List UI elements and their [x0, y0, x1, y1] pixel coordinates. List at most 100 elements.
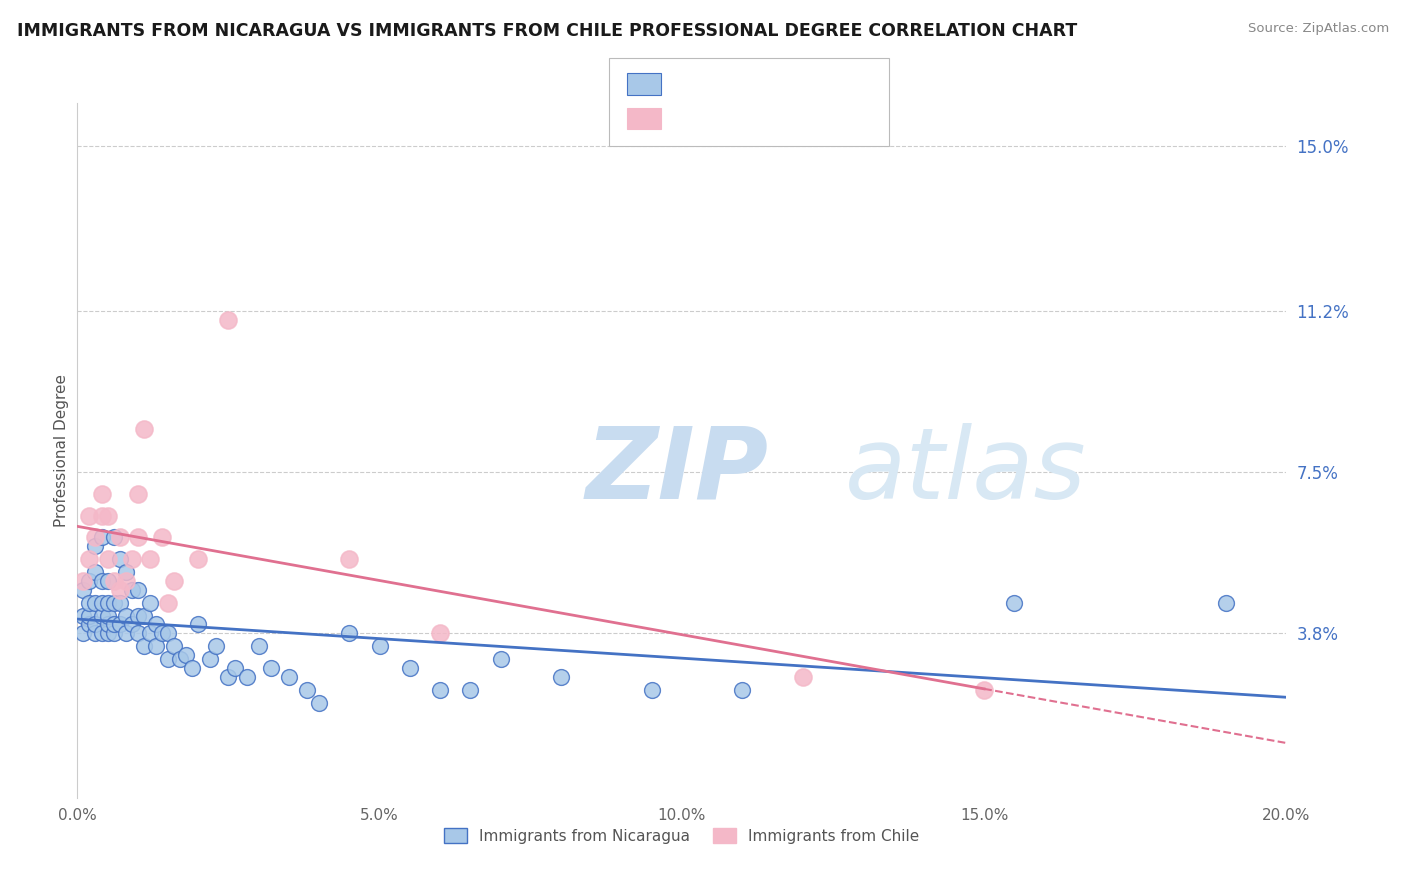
- Point: [114, 566, 136, 580]
- Point: [96, 508, 118, 523]
- Point: [96, 552, 118, 566]
- Point: [72, 574, 94, 588]
- Point: [79, 617, 101, 632]
- Point: [84, 617, 107, 632]
- Point: [72, 626, 94, 640]
- Point: [72, 582, 94, 597]
- Point: [114, 574, 136, 588]
- Point: [90, 487, 112, 501]
- Point: [1215, 596, 1237, 610]
- Point: [731, 682, 754, 697]
- Point: [139, 552, 162, 566]
- Point: [79, 574, 101, 588]
- Point: [96, 608, 118, 623]
- Point: [103, 596, 125, 610]
- Point: [157, 626, 180, 640]
- Point: [127, 582, 149, 597]
- Point: [79, 508, 101, 523]
- Point: [139, 626, 162, 640]
- Point: [145, 639, 167, 653]
- Point: [90, 574, 112, 588]
- Point: [121, 617, 143, 632]
- Point: [181, 661, 204, 675]
- Point: [79, 608, 101, 623]
- Point: [157, 596, 180, 610]
- Point: [127, 530, 149, 544]
- Point: [114, 608, 136, 623]
- Point: [127, 608, 149, 623]
- Text: atlas: atlas: [845, 423, 1087, 520]
- Point: [96, 626, 118, 640]
- Point: [103, 530, 125, 544]
- Point: [84, 566, 107, 580]
- Point: [205, 639, 228, 653]
- Point: [132, 422, 155, 436]
- Point: [157, 652, 180, 666]
- Point: [368, 639, 391, 653]
- Point: [399, 661, 422, 675]
- Point: [79, 552, 101, 566]
- Point: [641, 682, 664, 697]
- Point: [150, 626, 173, 640]
- Text: ZIP: ZIP: [585, 423, 768, 520]
- Point: [308, 696, 330, 710]
- Point: [174, 648, 197, 662]
- Point: [96, 574, 118, 588]
- Point: [90, 530, 112, 544]
- Point: [90, 608, 112, 623]
- Point: [218, 313, 240, 327]
- Point: [429, 626, 451, 640]
- Point: [90, 626, 112, 640]
- Text: R = -0.306    N = 72: R = -0.306 N = 72: [673, 75, 842, 93]
- Point: [127, 626, 149, 640]
- Point: [224, 661, 246, 675]
- Point: [187, 617, 209, 632]
- Point: [163, 574, 186, 588]
- Point: [295, 682, 318, 697]
- Point: [132, 608, 155, 623]
- Point: [792, 669, 814, 684]
- Point: [337, 552, 360, 566]
- Text: Source: ZipAtlas.com: Source: ZipAtlas.com: [1249, 22, 1389, 36]
- Point: [108, 582, 131, 597]
- Point: [121, 552, 143, 566]
- Point: [139, 596, 162, 610]
- Point: [90, 508, 112, 523]
- Point: [108, 596, 131, 610]
- Point: [169, 652, 191, 666]
- Point: [150, 530, 173, 544]
- Point: [187, 552, 209, 566]
- Point: [489, 652, 512, 666]
- Point: [121, 582, 143, 597]
- Point: [108, 617, 131, 632]
- Text: IMMIGRANTS FROM NICARAGUA VS IMMIGRANTS FROM CHILE PROFESSIONAL DEGREE CORRELATI: IMMIGRANTS FROM NICARAGUA VS IMMIGRANTS …: [17, 22, 1077, 40]
- Point: [127, 487, 149, 501]
- Point: [108, 552, 131, 566]
- Point: [103, 626, 125, 640]
- Point: [103, 617, 125, 632]
- Point: [235, 669, 257, 684]
- Point: [278, 669, 301, 684]
- Point: [79, 596, 101, 610]
- Point: [550, 669, 572, 684]
- Point: [973, 682, 995, 697]
- Text: R = -0.277    N = 26: R = -0.277 N = 26: [673, 110, 842, 128]
- Point: [84, 530, 107, 544]
- Point: [90, 596, 112, 610]
- Point: [260, 661, 283, 675]
- Point: [132, 639, 155, 653]
- Point: [84, 539, 107, 553]
- Point: [200, 652, 222, 666]
- Point: [96, 617, 118, 632]
- Legend: Immigrants from Nicaragua, Immigrants from Chile: Immigrants from Nicaragua, Immigrants fr…: [439, 822, 925, 850]
- Point: [84, 626, 107, 640]
- Point: [72, 608, 94, 623]
- Point: [145, 617, 167, 632]
- Y-axis label: Professional Degree: Professional Degree: [53, 374, 69, 527]
- Point: [218, 669, 240, 684]
- Point: [429, 682, 451, 697]
- Point: [337, 626, 360, 640]
- Point: [458, 682, 481, 697]
- Point: [114, 626, 136, 640]
- Point: [84, 596, 107, 610]
